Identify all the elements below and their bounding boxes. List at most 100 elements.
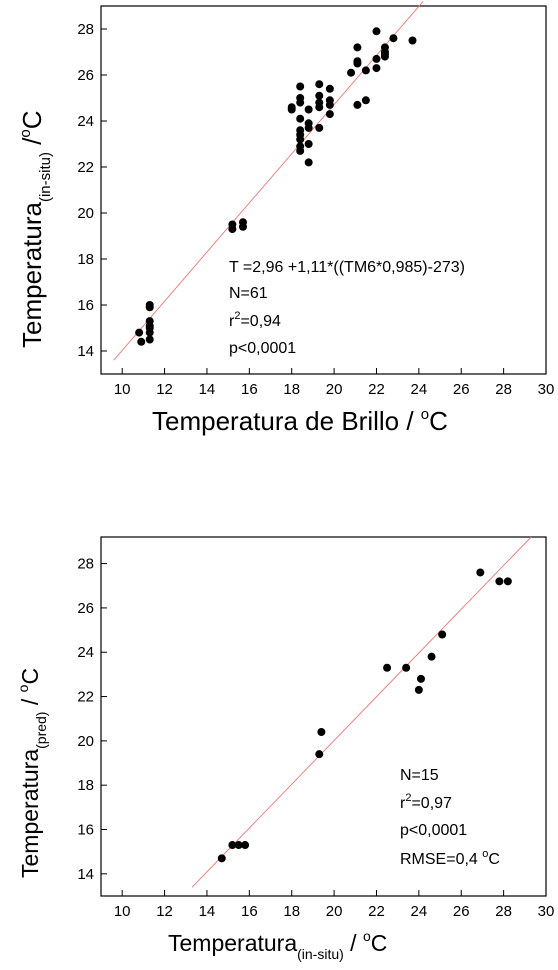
chart-1-point: [296, 114, 305, 123]
chart-1-point: [304, 105, 313, 114]
chart-1-point: [353, 100, 362, 109]
chart-1-y-tick-label: 24: [77, 113, 94, 130]
chart-2-point: [315, 750, 324, 759]
chart-1-point: [372, 64, 381, 73]
chart-1-point: [353, 43, 362, 52]
chart-2-annotation-rmse: RMSE=0,4 oC: [400, 848, 500, 868]
chart-2-y-ticks: 14 16 18 20 22 24 26 28: [77, 556, 107, 883]
chart-2-y-tick-label: 20: [77, 733, 94, 750]
chart-1-y-ticks: 14 16 18 20 22 24 26 28: [77, 21, 107, 360]
chart-2-point: [476, 568, 485, 577]
chart-2-x-tick-label: 18: [283, 903, 300, 920]
chart-2-point: [241, 841, 250, 850]
chart-1-point: [315, 91, 324, 100]
chart-1-annotation-r2: r2=0,94: [229, 310, 281, 330]
chart-2-y-tick-label: 28: [77, 556, 94, 573]
chart-1-point: [347, 68, 356, 77]
chart-1-point: [228, 220, 237, 229]
chart-1-point: [238, 218, 247, 227]
chart-1-point: [296, 135, 305, 144]
chart-2-x-axis-title: Temperatura(in-situ) / oC: [168, 928, 387, 962]
chart-1-point: [296, 98, 305, 107]
chart-1-point: [353, 59, 362, 68]
chart-1-point: [372, 27, 381, 36]
chart-2-x-tick-label: 12: [156, 903, 173, 920]
chart-2-point: [495, 577, 504, 586]
chart-1-point: [145, 303, 154, 312]
chart-1-y-axis-title: Temperatura(in-situ) /oC: [17, 110, 54, 348]
chart-1-y-tick-label: 20: [77, 205, 94, 222]
chart-1-x-tick-label: 28: [495, 381, 512, 398]
chart-2-point: [402, 663, 411, 672]
chart-1-point: [145, 335, 154, 344]
chart-2-x-tick-label: 30: [538, 903, 555, 920]
chart-1-point: [296, 82, 305, 91]
chart-2-x-tick-label: 26: [453, 903, 470, 920]
chart-1-point: [315, 80, 324, 89]
chart-1-plot-frame: [100, 5, 547, 375]
chart-2-y-tick-label: 14: [77, 866, 94, 883]
chart-1-point: [372, 54, 381, 63]
chart-2-point: [317, 728, 326, 737]
chart-2-x-tick-label: 16: [241, 903, 258, 920]
chart-2-point: [228, 841, 237, 850]
chart-2-point: [217, 854, 226, 863]
chart-2-point: [416, 674, 425, 683]
chart-2-annotation-r2: r2=0,97: [400, 792, 452, 812]
chart-1-point: [325, 100, 334, 109]
chart-1-point: [135, 328, 144, 337]
chart-2-point: [414, 685, 423, 694]
chart-2-point: [234, 841, 243, 850]
chart-1-x-axis-title: Temperatura de Brillo / oC: [152, 406, 448, 436]
chart-1-x-tick-label: 30: [538, 381, 555, 398]
chart-1-x-tick-label: 10: [114, 381, 131, 398]
chart-2-annotation-p: p<0,0001: [400, 822, 467, 839]
chart-1-point: [325, 110, 334, 119]
chart-1-point: [137, 337, 146, 346]
chart-1-point: [361, 66, 370, 75]
chart-2-scatter: 10 12 14 16 18 20 22 24 26 28 30 1416182022242628 …: [15, 536, 554, 962]
chart-1-point: [304, 123, 313, 132]
chart-2-point: [427, 652, 436, 661]
chart-1-annotation-equation: T =2,96 +1,11*((TM6*0,985)-273): [229, 259, 465, 276]
chart-2-y-tick-label: 26: [77, 600, 94, 617]
chart-1-x-ticks: 10 12 14 16 18 20 22 24 26 28 30: [114, 368, 554, 398]
chart-2-point: [503, 577, 512, 586]
chart-1-x-tick-label: 14: [199, 381, 216, 398]
chart-1-x-tick-label: 26: [453, 381, 470, 398]
chart-1-x-tick-label: 24: [411, 381, 428, 398]
chart-1-y-tick-label: 14: [77, 343, 94, 360]
chart-2-plot-frame: [100, 536, 547, 897]
chart-2-x-tick-label: 10: [114, 903, 131, 920]
chart-1-point: [361, 96, 370, 105]
chart-2-fit-line: [191, 536, 532, 888]
chart-1-y-tick-label: 18: [77, 251, 94, 268]
chart-1-x-tick-label: 16: [241, 381, 258, 398]
chart-1-x-tick-label: 12: [156, 381, 173, 398]
chart-1-point: [315, 123, 324, 132]
chart-2-x-tick-label: 24: [411, 903, 428, 920]
chart-2-y-tick-label: 22: [77, 689, 94, 706]
chart-2-x-tick-label: 14: [199, 903, 216, 920]
chart-1-x-tick-label: 18: [283, 381, 300, 398]
chart-2-x-ticks: 10 12 14 16 18 20 22 24 26 28 30: [114, 890, 554, 920]
chart-1-point: [304, 140, 313, 148]
chart-1-point: [315, 103, 324, 112]
chart-1-point: [325, 84, 334, 93]
chart-1-point: [389, 34, 398, 43]
chart-1-y-tick-label: 26: [77, 67, 94, 84]
chart-1-scatter: 10 12 14 16 18 20 22 24 26 28 30 1416182022242628 …: [17, 1, 554, 436]
chart-1-point: [304, 158, 313, 167]
chart-1-point: [145, 328, 154, 337]
chart-1-fit-line: [113, 1, 424, 361]
chart-2-y-tick-label: 24: [77, 644, 94, 661]
chart-2-point: [438, 630, 447, 639]
chart-1-x-tick-label: 22: [368, 381, 385, 398]
chart-2-y-tick-label: 18: [77, 777, 94, 794]
chart-2-x-tick-label: 28: [495, 903, 512, 920]
chart-2-y-tick-label: 16: [77, 822, 94, 839]
chart-1-y-tick-label: 22: [77, 159, 94, 176]
chart-1-point: [380, 52, 389, 61]
chart-2-x-tick-label: 20: [326, 903, 343, 920]
